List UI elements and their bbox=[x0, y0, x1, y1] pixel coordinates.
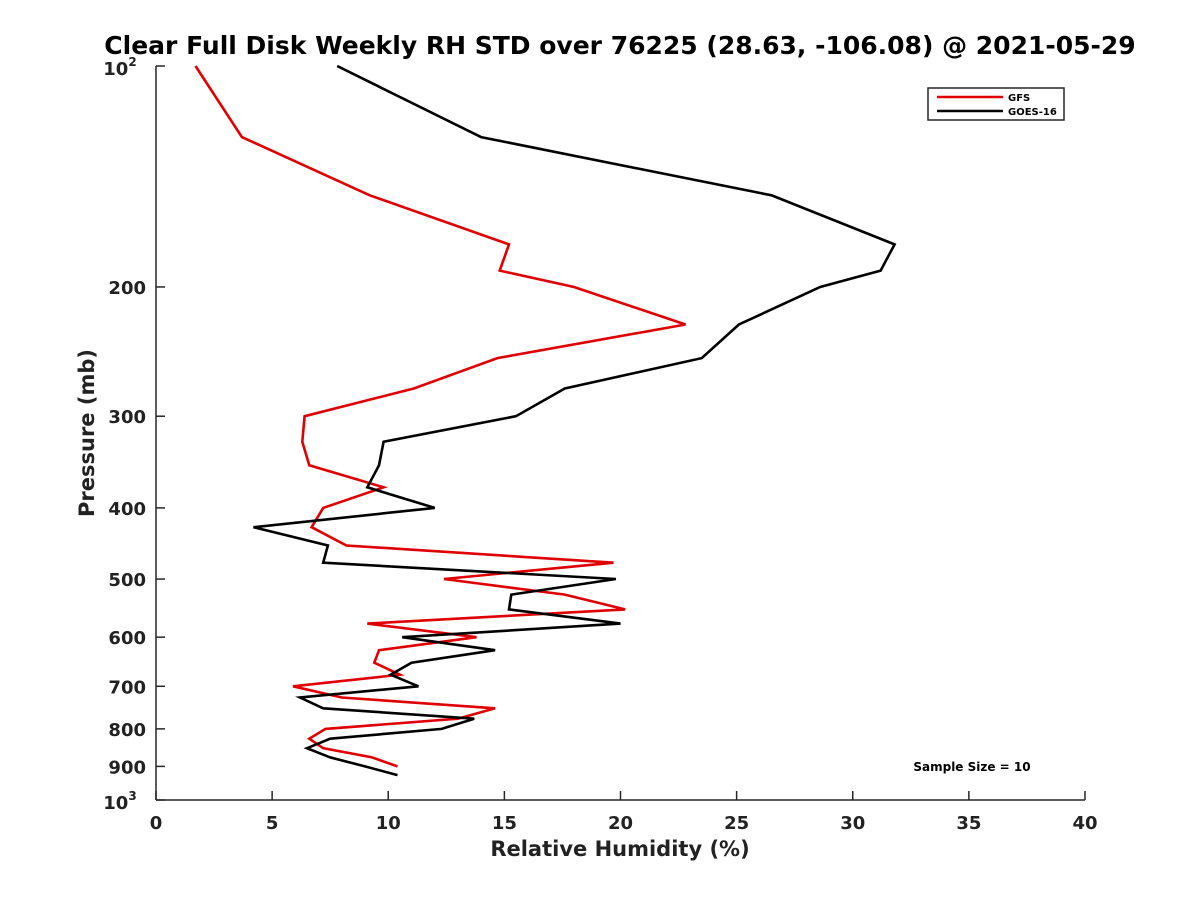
y-tick-label: 103 bbox=[103, 789, 136, 814]
chart-title: Clear Full Disk Weekly RH STD over 76225… bbox=[104, 31, 1135, 60]
y-axis-label: Pressure (mb) bbox=[75, 349, 99, 517]
x-tick-label: 25 bbox=[724, 813, 749, 834]
y-tick-label: 400 bbox=[108, 499, 146, 520]
plot-area: 0 5 10 15 20 25 30 35 40 10220030040050060070080… bbox=[103, 55, 1097, 834]
y-tick-label-exponent: 2 bbox=[128, 55, 136, 69]
legend: GFS GOES-16 bbox=[927, 87, 1065, 121]
x-tick-label: 30 bbox=[840, 813, 865, 834]
y-tick-label: 900 bbox=[108, 757, 146, 778]
y-tick-label: 800 bbox=[108, 720, 146, 741]
x-tick-label: 5 bbox=[266, 813, 279, 834]
x-axis-label: Relative Humidity (%) bbox=[490, 837, 749, 861]
y-tick-label-exponent: 3 bbox=[128, 789, 136, 803]
y-tick-label-base: 10 bbox=[103, 59, 128, 80]
sample-size-annotation: Sample Size = 10 bbox=[913, 760, 1030, 774]
x-tick-label: 20 bbox=[608, 813, 633, 834]
legend-box bbox=[927, 87, 1065, 121]
x-tick-label: 10 bbox=[376, 813, 401, 834]
x-tick-label: 40 bbox=[1072, 813, 1097, 834]
y-tick-label-base: 10 bbox=[103, 793, 128, 814]
series-line-goes-16 bbox=[253, 64, 897, 777]
y-tick-label: 200 bbox=[108, 278, 146, 299]
x-tick-label: 0 bbox=[150, 813, 163, 834]
y-tick-label: 600 bbox=[108, 628, 146, 649]
y-tick-label: 300 bbox=[108, 407, 146, 428]
series-layer bbox=[194, 64, 897, 777]
x-tick-label: 35 bbox=[956, 813, 981, 834]
x-tick-label: 15 bbox=[492, 813, 517, 834]
x-axis-ticks: 0 5 10 15 20 25 30 35 40 bbox=[150, 791, 1098, 834]
legend-label: GFS bbox=[1008, 93, 1030, 104]
legend-label: GOES-16 bbox=[1008, 107, 1057, 118]
y-tick-label: 700 bbox=[108, 677, 146, 698]
y-tick-label: 102 bbox=[103, 55, 136, 80]
series-line-gfs bbox=[194, 65, 686, 768]
y-tick-label: 500 bbox=[108, 570, 146, 591]
legend-items: GFS GOES-16 bbox=[937, 93, 1057, 118]
